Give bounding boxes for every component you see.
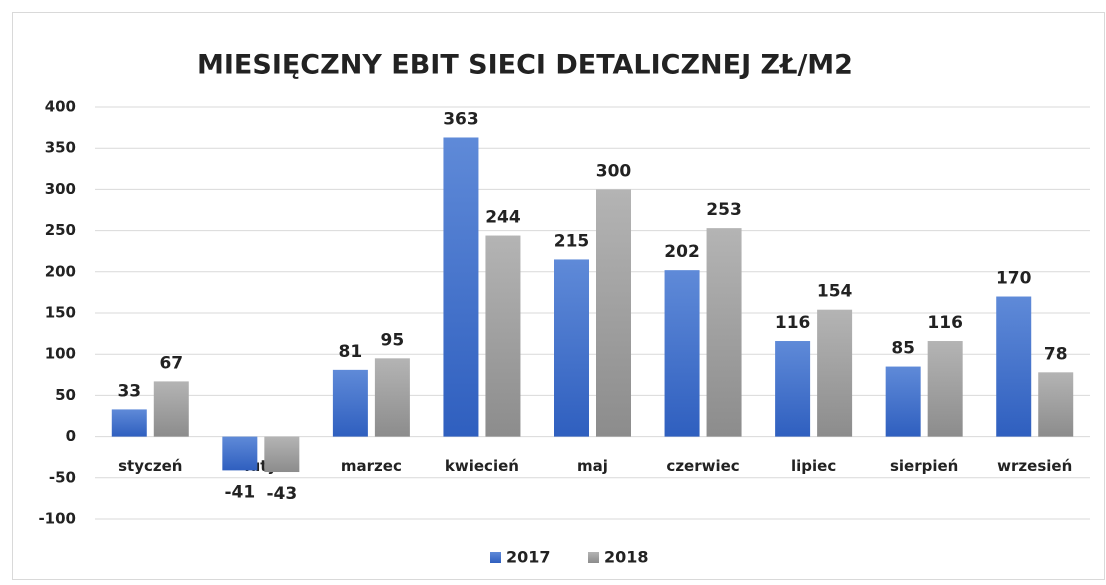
data-label: 78 <box>1044 344 1068 364</box>
bar <box>885 366 921 437</box>
bar <box>706 228 742 437</box>
data-label: 154 <box>817 282 853 302</box>
bar <box>1038 372 1074 437</box>
data-label: 95 <box>381 330 405 350</box>
legend-label: 2017 <box>506 548 551 567</box>
x-tick-label: wrzesień <box>997 457 1072 475</box>
data-label: 300 <box>596 161 632 181</box>
y-tick-label: 250 <box>45 221 76 239</box>
data-label: 85 <box>891 339 915 359</box>
data-label: 244 <box>485 208 521 228</box>
bar <box>485 235 521 437</box>
data-label: -41 <box>224 482 255 502</box>
bar <box>222 436 258 471</box>
bar <box>817 309 853 437</box>
x-tick-label: czerwiec <box>666 457 739 475</box>
y-tick-label: 200 <box>45 262 76 280</box>
y-tick-label: 150 <box>45 304 76 322</box>
y-tick-label: 400 <box>45 98 76 116</box>
bar <box>596 189 631 437</box>
bar <box>554 259 589 437</box>
legend-swatch <box>490 552 501 563</box>
y-tick-label: -50 <box>49 468 76 486</box>
bar <box>374 358 410 437</box>
legend-swatch <box>588 552 599 563</box>
y-tick-label: 50 <box>55 386 76 404</box>
data-label: 116 <box>775 313 811 333</box>
x-tick-label: lipiec <box>791 457 836 475</box>
x-tick-label: marzec <box>341 457 402 475</box>
x-tick-label: styczeń <box>118 457 182 475</box>
bar <box>775 341 811 437</box>
data-label: 215 <box>554 231 590 251</box>
bar <box>111 409 147 437</box>
y-tick-label: 0 <box>66 427 76 445</box>
bar <box>264 436 300 473</box>
y-tick-label: 350 <box>45 139 76 157</box>
bar <box>153 381 189 437</box>
bar <box>443 137 479 437</box>
y-tick-label: 100 <box>45 345 76 363</box>
legend-label: 2018 <box>604 548 649 567</box>
data-label: 363 <box>443 109 479 129</box>
bar <box>332 369 368 437</box>
data-label: 116 <box>927 313 963 333</box>
data-label: -43 <box>266 484 297 504</box>
data-label: 67 <box>159 353 183 373</box>
x-tick-label: kwiecień <box>445 457 519 475</box>
bar <box>927 341 963 437</box>
bar <box>996 296 1032 437</box>
data-label: 81 <box>339 342 363 362</box>
x-tick-label: sierpień <box>890 457 958 475</box>
chart-title: MIESIĘCZNY EBIT SIECI DETALICZNEJ ZŁ/M2 <box>197 50 853 81</box>
y-tick-label: 300 <box>45 180 76 198</box>
data-label: 253 <box>706 200 742 220</box>
y-tick-label: -100 <box>38 510 76 528</box>
data-label: 170 <box>996 269 1032 289</box>
data-label: 33 <box>117 381 141 401</box>
data-label: 202 <box>664 242 700 262</box>
x-tick-label: maj <box>577 457 608 475</box>
bar <box>664 270 700 437</box>
